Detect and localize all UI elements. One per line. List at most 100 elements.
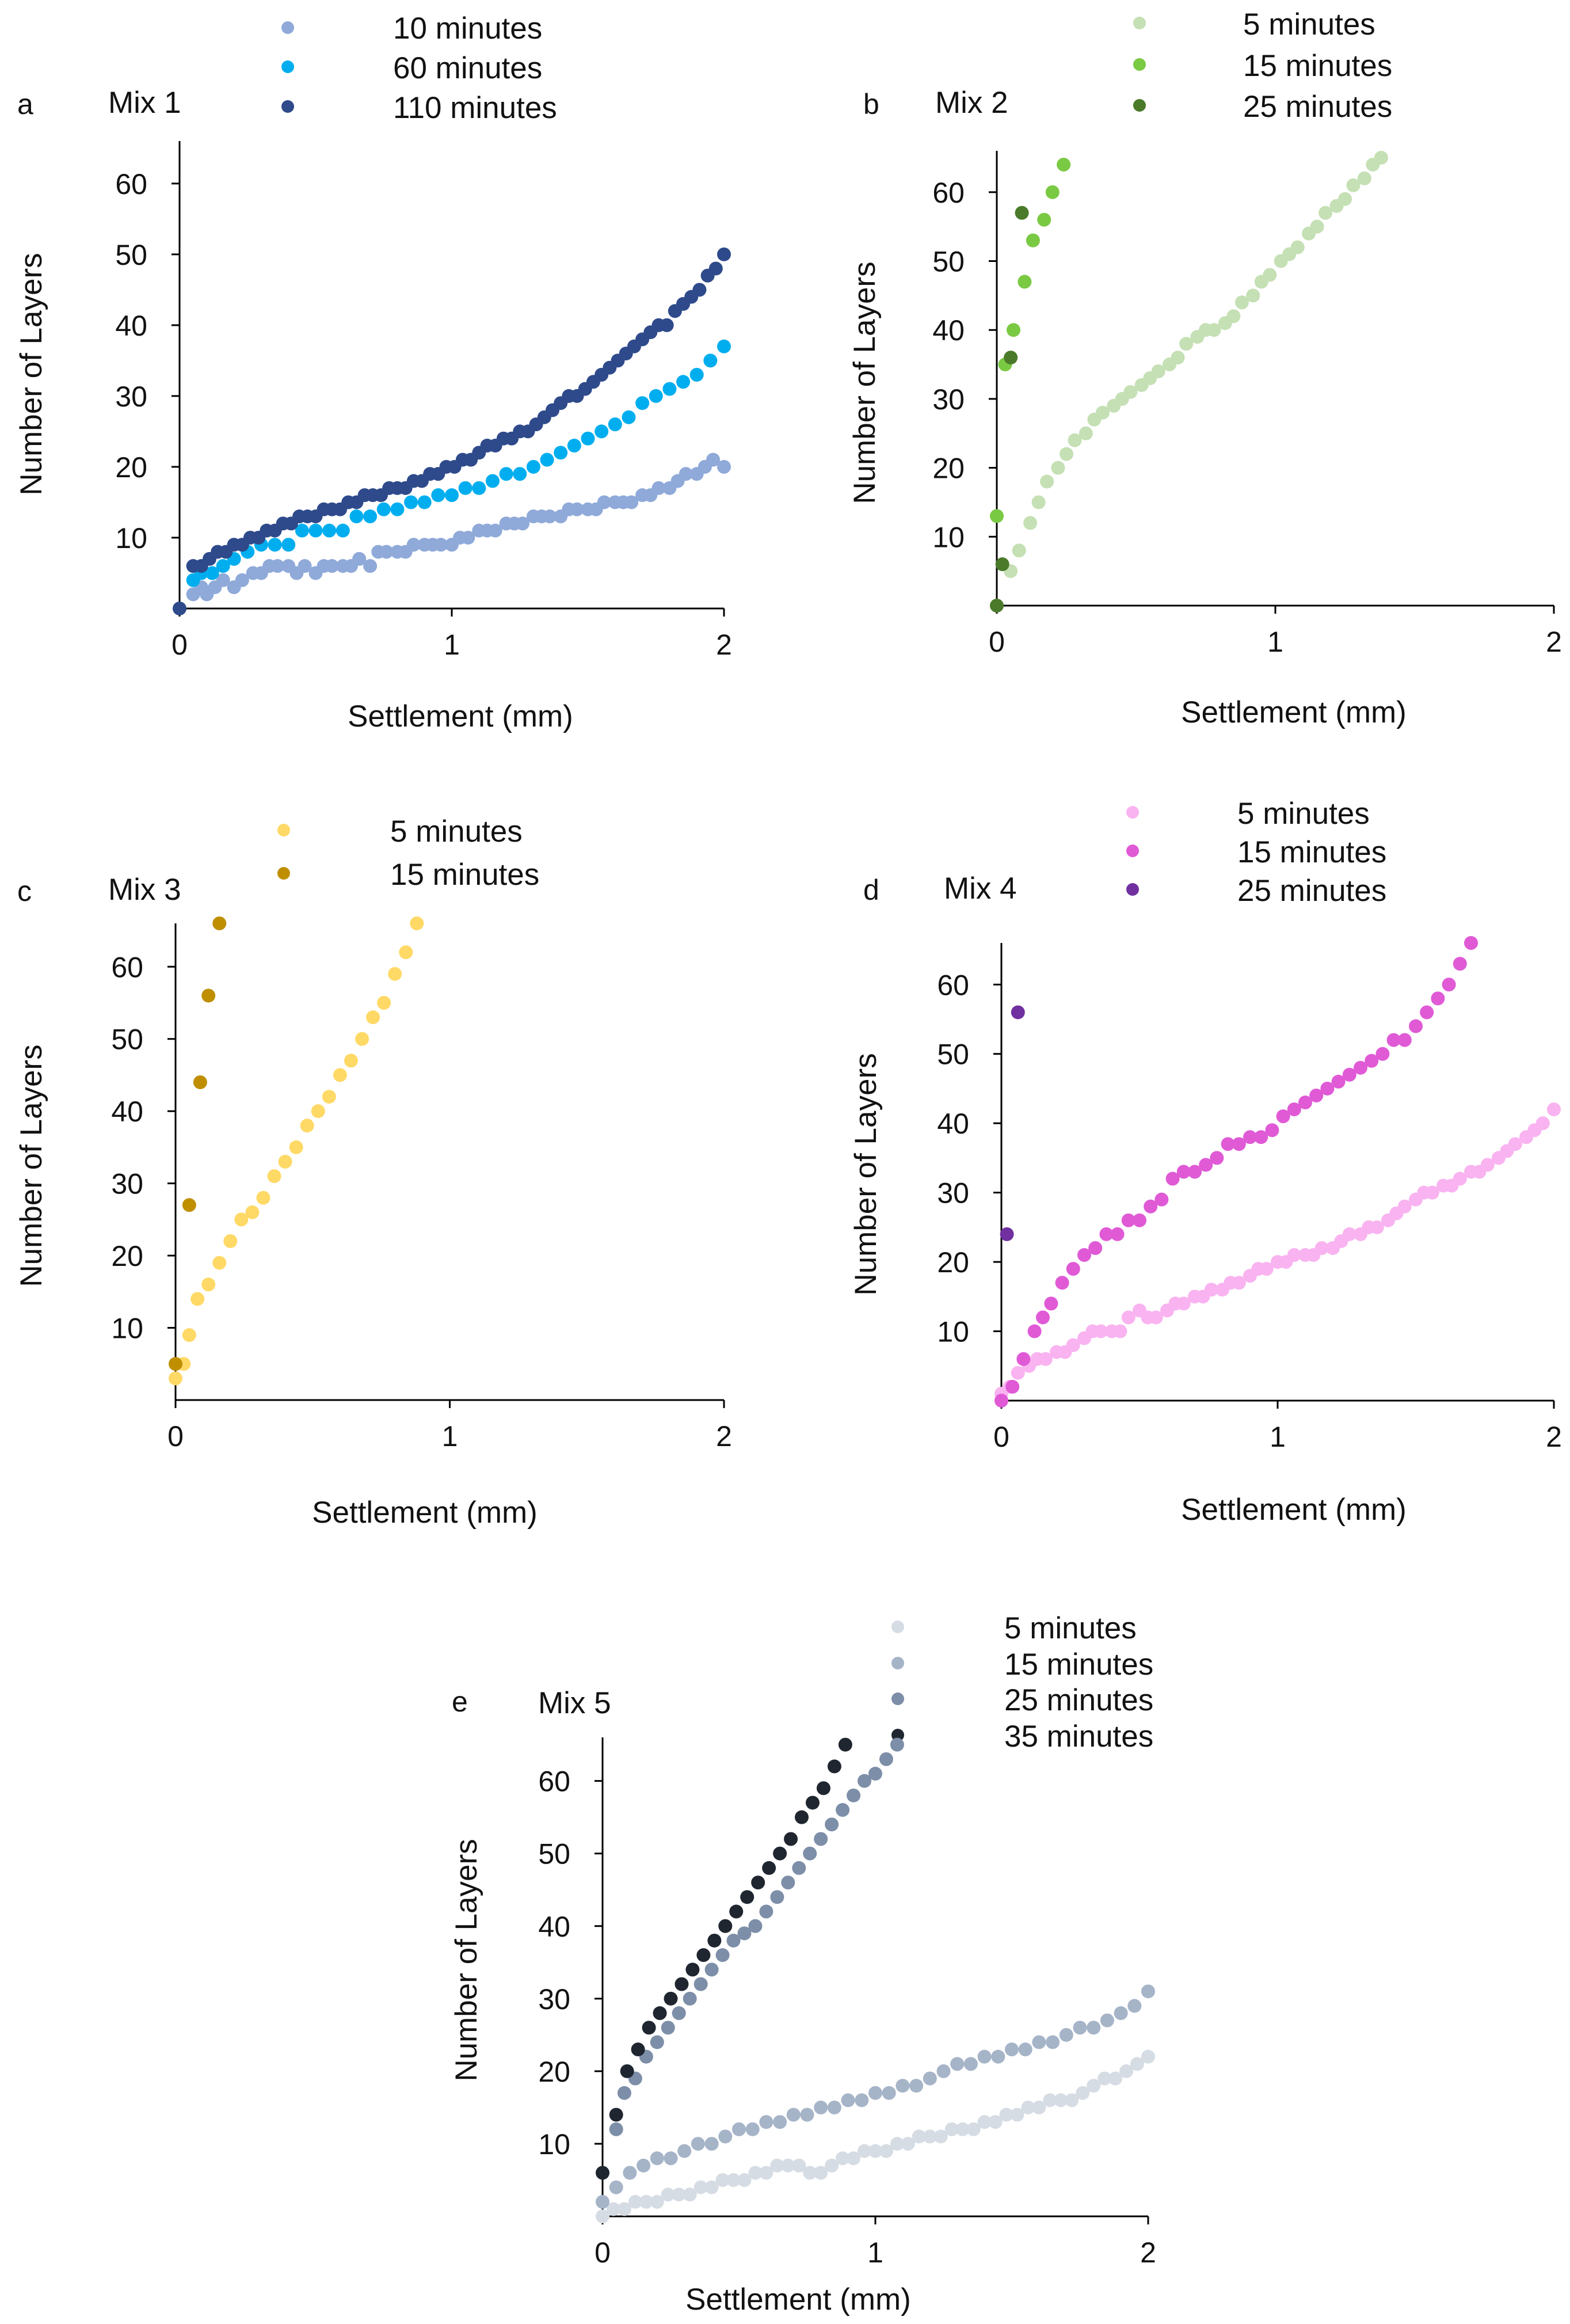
data-point [814, 2166, 828, 2180]
data-point [540, 452, 554, 467]
data-point [990, 509, 1004, 523]
series-1 [169, 916, 424, 1386]
data-point [1011, 1005, 1025, 1020]
legend-marker [1126, 806, 1139, 819]
data-point [190, 1292, 205, 1306]
data-point [740, 1890, 754, 1904]
data-point [966, 2122, 981, 2136]
series-1 [186, 452, 731, 602]
data-point [201, 1277, 216, 1292]
x-tick-label: 2 [716, 629, 732, 661]
x-axis-title: Settlement (mm) [1181, 695, 1407, 729]
y-tick-label: 20 [115, 451, 147, 484]
data-point [596, 2194, 609, 2209]
legend-label: 35 minutes [1004, 1720, 1153, 1754]
data-point [1374, 150, 1388, 165]
x-axis-title: Settlement (mm) [312, 1496, 538, 1530]
data-point [936, 2064, 951, 2078]
data-point [609, 2108, 623, 2122]
data-point [1232, 1137, 1246, 1151]
data-point [729, 1904, 744, 1919]
data-point [781, 2158, 795, 2173]
data-point [1221, 1137, 1235, 1151]
y-tick-label: 10 [538, 2128, 570, 2161]
legend-marker [891, 1621, 904, 1633]
data-point [352, 551, 367, 566]
legend-label: 110 minutes [393, 91, 557, 125]
data-point [1331, 1074, 1346, 1089]
data-point [620, 2064, 634, 2078]
data-point [1386, 1033, 1401, 1047]
data-point [803, 2166, 817, 2180]
data-point [336, 523, 350, 538]
data-point [664, 1991, 678, 2006]
data-point [825, 1817, 839, 1832]
data-point [1007, 323, 1021, 337]
x-tick-label: 2 [1140, 2236, 1156, 2269]
data-point [1246, 288, 1260, 303]
data-point [1119, 2064, 1134, 2078]
legend-marker [281, 21, 294, 34]
x-axis-title: Settlement (mm) [1181, 1493, 1407, 1527]
data-point [554, 446, 568, 460]
series-1 [994, 1102, 1561, 1401]
data-point [1012, 543, 1026, 558]
data-point [216, 559, 230, 573]
data-point [1038, 1352, 1053, 1366]
data-point [193, 1075, 207, 1089]
data-point [1319, 206, 1333, 220]
data-point [1016, 1352, 1031, 1366]
data-point [1207, 323, 1221, 337]
data-point [1114, 2006, 1128, 2021]
y-tick-label: 20 [937, 1246, 969, 1279]
data-point [1442, 977, 1456, 992]
data-point [868, 2086, 882, 2100]
series-3 [609, 1737, 904, 2136]
data-point [707, 1933, 722, 1948]
data-point [642, 2021, 656, 2035]
data-point [653, 2006, 667, 2021]
data-point [639, 2194, 653, 2209]
data-point [1068, 433, 1082, 447]
data-point [737, 2173, 752, 2187]
data-point [706, 452, 721, 467]
data-point [1263, 268, 1277, 282]
legend-marker [281, 60, 294, 73]
data-point [1480, 1158, 1495, 1172]
data-point [923, 2071, 937, 2086]
data-point [1176, 1296, 1191, 1311]
legend-marker [1133, 17, 1146, 29]
data-point [692, 283, 707, 297]
legend-label: 10 minutes [393, 12, 542, 45]
data-point [836, 1803, 850, 1817]
data-point [216, 573, 230, 587]
data-point [1243, 1130, 1257, 1144]
data-point [1204, 1283, 1218, 1297]
data-point [759, 2115, 773, 2129]
data-point [1179, 337, 1194, 351]
x-tick-label: 1 [1270, 1421, 1286, 1453]
legend-marker [1133, 99, 1146, 112]
data-point [679, 467, 693, 481]
data-point [677, 2144, 692, 2158]
y-tick-label: 50 [111, 1024, 143, 1056]
data-point [879, 1752, 893, 1766]
data-point [1234, 295, 1249, 310]
data-point [759, 1904, 773, 1919]
data-point [773, 1846, 787, 1861]
data-point [784, 1832, 798, 1846]
data-point [1076, 2086, 1090, 2100]
data-point [1226, 309, 1241, 324]
data-point [311, 1104, 325, 1119]
y-axis-title: Number of Layers [849, 1053, 883, 1295]
data-point [661, 2188, 675, 2202]
data-point [1409, 1019, 1423, 1033]
data-point [1130, 2057, 1145, 2071]
data-point [737, 1926, 752, 1941]
data-point [1015, 206, 1029, 220]
data-point [1100, 2013, 1114, 2028]
data-point [1265, 1123, 1279, 1138]
data-point [895, 2079, 910, 2093]
data-point [715, 1948, 730, 1962]
data-point [814, 2100, 828, 2114]
